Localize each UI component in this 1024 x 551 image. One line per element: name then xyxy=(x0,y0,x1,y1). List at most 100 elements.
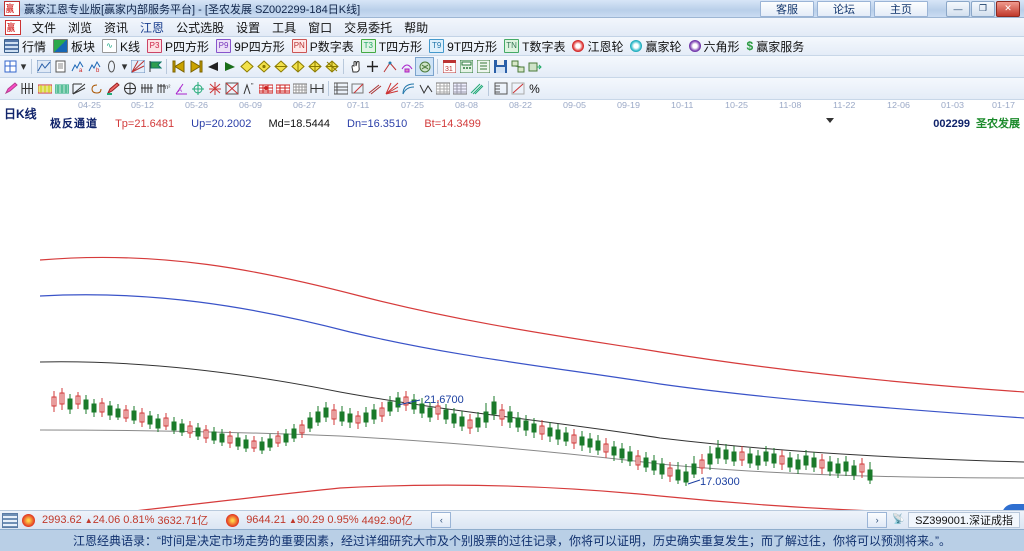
status-next-button[interactable]: › xyxy=(867,512,888,528)
grid-table-icon[interactable] xyxy=(434,80,451,97)
menu-item-settings[interactable]: 设置 xyxy=(236,20,261,35)
status-grid-icon[interactable] xyxy=(2,512,18,528)
gann-fan-lines-icon[interactable] xyxy=(70,80,87,97)
star-burst-icon[interactable] xyxy=(206,80,223,97)
red-grid-2-icon[interactable] xyxy=(274,80,291,97)
toolbar-winner-service[interactable]: $ 赢家服务 xyxy=(745,38,810,55)
indicator-sub-icon[interactable]: b xyxy=(86,58,103,75)
menu-item-formula-stock-pick[interactable]: 公式选股 xyxy=(176,20,225,35)
indicator-add-icon[interactable]: a xyxy=(69,58,86,75)
menu-item-file[interactable]: 文件 xyxy=(32,20,57,35)
toolbar-kline[interactable]: ∿ K线 xyxy=(100,38,145,55)
prev-page-icon[interactable] xyxy=(204,58,221,75)
diamond-tool-1-icon[interactable] xyxy=(238,58,255,75)
save-icon[interactable] xyxy=(492,58,509,75)
diamond-tool-4-icon[interactable] xyxy=(289,58,306,75)
customer-service-button[interactable]: 客服 xyxy=(760,0,814,17)
menu-item-help[interactable]: 帮助 xyxy=(404,20,429,35)
menu-item-tools[interactable]: 工具 xyxy=(272,20,297,35)
close-button[interactable]: ✕ xyxy=(996,0,1020,17)
index-quote-2[interactable]: 9644.21 90.29 0.95% 4492.90亿 xyxy=(226,512,412,528)
toolbar-quotes[interactable]: 行情 xyxy=(2,38,51,55)
brain-analysis-icon[interactable] xyxy=(415,57,434,76)
target-cross-icon[interactable] xyxy=(189,80,206,97)
h-range-icon[interactable] xyxy=(308,80,325,97)
red-grid-1-icon[interactable] xyxy=(257,80,274,97)
channel-lines-icon[interactable] xyxy=(366,80,383,97)
gann-grid-2-icon[interactable] xyxy=(53,80,70,97)
square-root-icon[interactable]: n² xyxy=(155,80,172,97)
first-page-icon[interactable] xyxy=(170,58,187,75)
toolbar-9p-square[interactable]: P9 9P四方形 xyxy=(214,38,290,55)
grid-table-2-icon[interactable] xyxy=(451,80,468,97)
spiral-icon[interactable] xyxy=(87,80,104,97)
measure-angle-icon[interactable] xyxy=(381,58,398,75)
toolbar-p-square[interactable]: P3 P四方形 xyxy=(145,38,214,55)
parallel-lines-icon[interactable] xyxy=(468,80,485,97)
report-icon[interactable] xyxy=(475,58,492,75)
price-scale-icon[interactable] xyxy=(492,80,509,97)
gann-grid-1-icon[interactable] xyxy=(36,80,53,97)
status-prev-button[interactable]: ‹ xyxy=(431,512,452,528)
selected-index-label[interactable]: SZ399001.深证成指 xyxy=(908,512,1020,528)
toolbar-t-number-table[interactable]: TN T数字表 xyxy=(502,38,570,55)
copy-chart-icon[interactable] xyxy=(52,58,69,75)
homepage-button[interactable]: 主页 xyxy=(874,0,928,17)
angle-measure-icon[interactable]: A xyxy=(172,80,189,97)
vertical-lines-icon[interactable] xyxy=(138,80,155,97)
sidebar-expand-button[interactable]: ‹ xyxy=(1002,504,1024,510)
export-icon[interactable] xyxy=(526,58,543,75)
last-page-icon[interactable] xyxy=(187,58,204,75)
diamond-tool-3-icon[interactable] xyxy=(272,58,289,75)
calculator-icon[interactable] xyxy=(458,58,475,75)
overlay-chart-icon[interactable] xyxy=(35,58,52,75)
menu-item-news[interactable]: 资讯 xyxy=(104,20,129,35)
box-select-icon[interactable] xyxy=(349,80,366,97)
chart-area[interactable]: 04-25 05-12 05-26 06-09 06-27 07-11 07-2… xyxy=(0,100,1024,510)
toolbar-winner-wheel[interactable]: 赢家轮 xyxy=(628,38,686,55)
pencil-draw-icon[interactable] xyxy=(2,80,19,97)
crosshair-icon[interactable] xyxy=(364,58,381,75)
toolbar-gann-wheel[interactable]: 江恩轮 xyxy=(570,38,628,55)
menu-item-trade[interactable]: 交易委托 xyxy=(344,20,393,35)
menu-item-gann[interactable]: 江恩 xyxy=(140,20,165,35)
toolbar-9t-square[interactable]: T9 9T四方形 xyxy=(427,38,502,55)
menu-item-browse[interactable]: 浏览 xyxy=(68,20,93,35)
toolbar-p-number-table[interactable]: PN P数字表 xyxy=(290,38,359,55)
box-diagonal-icon[interactable] xyxy=(223,80,240,97)
forum-button[interactable]: 论坛 xyxy=(817,0,871,17)
zigzag-icon[interactable] xyxy=(417,80,434,97)
network-icon[interactable] xyxy=(509,58,526,75)
period-dropdown-icon[interactable]: ▾ xyxy=(20,61,27,73)
flag-marker-icon[interactable] xyxy=(146,58,163,75)
zoom-dropdown-icon[interactable]: ▾ xyxy=(121,61,128,73)
calendar-icon[interactable]: 31 xyxy=(441,58,458,75)
calendar-period-icon[interactable] xyxy=(2,58,19,75)
chart-dropdown-icon[interactable] xyxy=(826,118,834,123)
arc-tool-icon[interactable] xyxy=(400,80,417,97)
diamond-tool-5-icon[interactable] xyxy=(306,58,323,75)
marker-pen-icon[interactable] xyxy=(104,80,121,97)
toolbar-sectors[interactable]: 板块 xyxy=(51,38,100,55)
gann-fan-icon[interactable] xyxy=(129,58,146,75)
circle-cross-icon[interactable] xyxy=(121,80,138,97)
trend-quote-icon[interactable]: " xyxy=(240,80,257,97)
gann-lines-icon[interactable] xyxy=(19,80,36,97)
diamond-tool-6-icon[interactable] xyxy=(323,58,340,75)
toolbar-t-square[interactable]: T3 T四方形 xyxy=(359,38,427,55)
percent-icon[interactable]: % xyxy=(529,81,540,96)
diamond-tool-2-icon[interactable] xyxy=(255,58,272,75)
restore-button[interactable]: ❐ xyxy=(971,0,995,17)
minimize-button[interactable]: — xyxy=(946,0,970,17)
menu-item-window[interactable]: 窗口 xyxy=(308,20,333,35)
next-page-icon[interactable] xyxy=(221,58,238,75)
toolbar-hexagon[interactable]: 六角形 xyxy=(687,38,745,55)
dense-grid-icon[interactable] xyxy=(291,80,308,97)
hand-pan-icon[interactable] xyxy=(347,58,364,75)
fan-rays-icon[interactable] xyxy=(383,80,400,97)
percent-grid-icon[interactable] xyxy=(509,80,526,97)
zoom-level-icon[interactable] xyxy=(103,58,120,75)
index-quote-1[interactable]: 2993.62 24.06 0.81% 3632.71亿 xyxy=(22,512,208,528)
brush-tool-icon[interactable] xyxy=(398,58,415,75)
bars-panel-icon[interactable] xyxy=(332,80,349,97)
